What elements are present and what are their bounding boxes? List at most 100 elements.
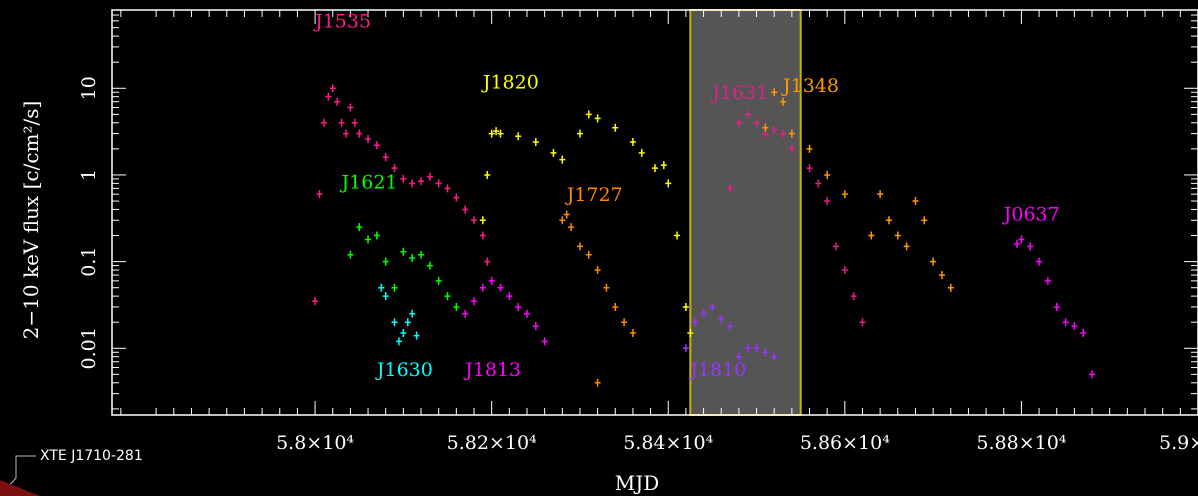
data-point (700, 309, 707, 318)
data-point (652, 164, 658, 173)
data-point (753, 344, 760, 353)
data-point (382, 292, 389, 301)
data-point (462, 309, 469, 318)
y-tick-label: 0.01 (78, 327, 100, 369)
data-point (691, 318, 698, 327)
data-point (806, 164, 813, 173)
series-label-j1727: J1727 (565, 184, 623, 206)
data-point (373, 141, 380, 150)
series-label-j1813: J1813 (463, 359, 521, 381)
data-point (744, 344, 751, 353)
series-label-j1820: J1820 (481, 71, 539, 93)
data-point (409, 254, 416, 263)
data-point (497, 129, 504, 138)
callout-label: XTE J1710-281 (40, 448, 143, 464)
data-point (771, 126, 778, 135)
data-point (594, 114, 601, 123)
y-tick-label: 1 (78, 169, 100, 181)
data-point (435, 179, 442, 188)
data-point (471, 216, 477, 225)
data-point (404, 318, 411, 327)
series-j1727 (559, 210, 636, 387)
data-point (762, 123, 769, 132)
data-point (912, 197, 919, 206)
data-point (484, 257, 491, 266)
highlight-region (689, 9, 802, 416)
data-point (435, 276, 442, 285)
data-point (378, 283, 385, 292)
data-point (400, 247, 407, 256)
data-point (1062, 318, 1069, 327)
series-j1535 (312, 84, 491, 306)
data-point (903, 242, 910, 251)
data-point (824, 170, 831, 179)
data-point (479, 231, 486, 240)
data-point (877, 190, 884, 199)
callout-corner-mark (0, 480, 40, 496)
x-tick-label: 5.88×10⁴ (976, 432, 1066, 454)
data-point (753, 118, 760, 127)
data-point (1018, 235, 1025, 244)
y-axis-label: 2−10 keV flux [c/cm²/s] (19, 101, 43, 340)
data-point (930, 257, 937, 266)
series-j1631 (727, 110, 866, 327)
data-point (515, 302, 522, 311)
data-point (532, 137, 539, 146)
data-point (488, 276, 495, 285)
data-point (735, 352, 742, 361)
axis-ticks: 5.8×10⁴ 5.82×10⁴ 5.84×10⁴ 5.86×10⁴ 5.88×10⁴ 5… (78, 9, 1198, 454)
data-point (585, 110, 592, 119)
data-point (418, 177, 425, 186)
data-point (1071, 322, 1078, 331)
data-point (709, 302, 716, 311)
data-point (806, 144, 813, 153)
x-tick-label: 5.82×10⁴ (447, 432, 537, 454)
data-point (824, 197, 831, 206)
data-point (762, 348, 769, 357)
y-tick-label: 10 (78, 76, 100, 100)
data-point (1027, 242, 1034, 251)
data-point (515, 132, 522, 141)
data-point (373, 231, 380, 240)
data-point (850, 292, 857, 301)
data-point (391, 283, 398, 292)
series-j1813 (462, 276, 548, 346)
series-j1630 (378, 283, 420, 346)
data-point (780, 129, 787, 138)
series-label-j1621: J1621 (340, 171, 398, 193)
data-point (612, 302, 619, 311)
series-label-j1348: J1348 (781, 75, 839, 97)
data-point (665, 179, 672, 188)
data-point (320, 118, 327, 127)
data-point (629, 329, 636, 338)
data-point (488, 129, 495, 138)
data-point (523, 309, 530, 318)
data-point (938, 271, 945, 280)
data-point (735, 118, 742, 127)
data-point (1080, 329, 1087, 338)
series-j1820 (479, 110, 694, 338)
data-point (563, 210, 570, 219)
data-point (894, 231, 901, 240)
data-point (682, 344, 689, 353)
data-point (559, 155, 566, 164)
data-point (453, 193, 460, 202)
x-tick-label: 5.8×10⁴ (276, 432, 354, 454)
data-point (444, 292, 451, 301)
data-point (550, 148, 557, 157)
data-point (391, 164, 398, 173)
data-point (391, 318, 398, 327)
series-labels: J1535 J1820 J1631 J1348 J1621 J1727 J0637 J1630… (313, 11, 1060, 381)
data-point (453, 302, 460, 311)
data-point (356, 223, 363, 232)
series-j0637 (1014, 235, 1096, 379)
data-point (471, 297, 477, 306)
x-tick-label: 5.84×10⁴ (623, 432, 713, 454)
data-point (833, 242, 839, 251)
data-point (921, 216, 928, 225)
series-label-j1630: J1630 (375, 359, 433, 381)
data-point (868, 231, 875, 240)
data-point (638, 148, 645, 157)
data-point (621, 318, 628, 327)
